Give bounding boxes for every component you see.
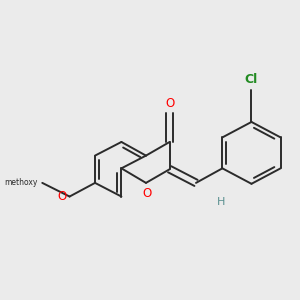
Text: methoxy: methoxy xyxy=(4,178,38,188)
Text: H: H xyxy=(217,197,226,207)
Text: O: O xyxy=(57,190,67,203)
Text: Cl: Cl xyxy=(245,73,258,86)
Text: O: O xyxy=(143,187,152,200)
Text: O: O xyxy=(165,97,174,110)
